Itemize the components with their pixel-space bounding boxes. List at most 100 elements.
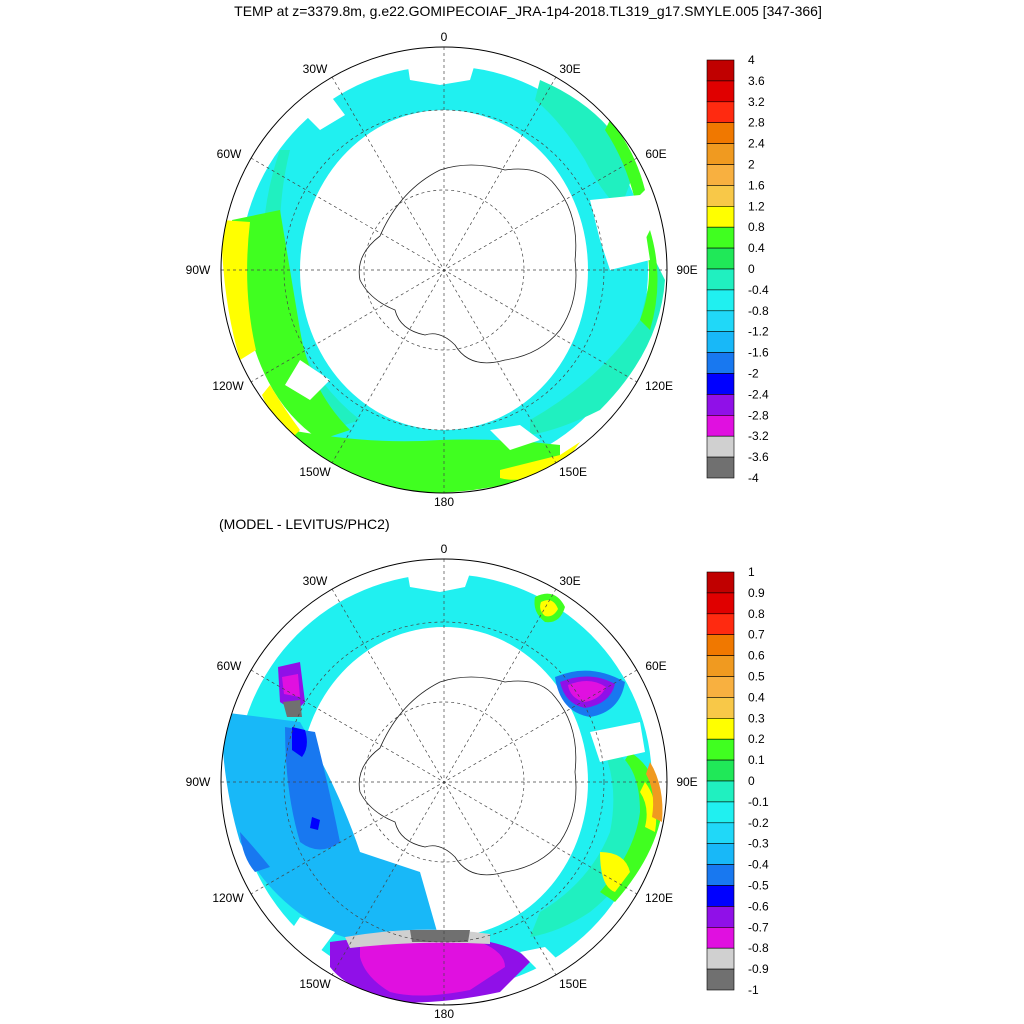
lon-label-150e: 150E bbox=[559, 977, 587, 991]
bottom-colorbar-label: -0.1 bbox=[748, 795, 769, 809]
lon-label-0: 0 bbox=[441, 30, 448, 44]
bottom-colorbar-box bbox=[706, 676, 735, 698]
lon-label-150w: 150W bbox=[299, 977, 331, 991]
top-colorbar-label: -0.8 bbox=[748, 304, 769, 318]
bottom-colorbar-label: 0.8 bbox=[748, 607, 765, 621]
bottom-lon-labels: 0 30E 60E 90E 120E 150E 180 150W 120W 90… bbox=[186, 542, 698, 1021]
bottom-colorbar-box bbox=[706, 613, 735, 636]
bottom-colorbar-label: 0.7 bbox=[748, 628, 765, 642]
lon-label-180: 180 bbox=[434, 495, 454, 509]
lon-label-30w: 30W bbox=[303, 62, 328, 76]
top-colorbar-box bbox=[706, 310, 735, 332]
lon-label-90w: 90W bbox=[186, 775, 211, 789]
bottom-colorbar-label: 0.1 bbox=[748, 753, 765, 767]
lon-label-150w: 150W bbox=[299, 465, 331, 479]
top-map-field bbox=[221, 47, 667, 493]
bottom-colorbar-box bbox=[706, 718, 735, 740]
top-colorbar-label: 3.6 bbox=[748, 74, 765, 88]
top-colorbar-label: -1.2 bbox=[748, 325, 769, 339]
difference-subtitle: (MODEL - LEVITUS/PHC2) bbox=[219, 516, 390, 532]
top-colorbar-label: 2.8 bbox=[748, 116, 765, 130]
bottom-colorbar-box bbox=[706, 947, 735, 970]
bottom-field-darkgray-south bbox=[410, 930, 470, 942]
lon-label-60e: 60E bbox=[645, 659, 666, 673]
bottom-colorbar-label: 0.5 bbox=[748, 670, 765, 684]
top-colorbar-label: 4 bbox=[748, 53, 755, 67]
top-colorbar-box bbox=[706, 289, 735, 312]
bottom-colorbar-box bbox=[706, 592, 735, 615]
bottom-field-blue-west bbox=[240, 727, 340, 872]
top-graticule bbox=[221, 47, 667, 493]
top-colorbar-label: 2 bbox=[748, 158, 755, 172]
bottom-colorbar-label: -0.7 bbox=[748, 920, 769, 934]
top-colorbar-label: 0.4 bbox=[748, 241, 765, 255]
top-colorbar-label: -2.8 bbox=[748, 408, 769, 422]
lon-label-150e: 150E bbox=[559, 465, 587, 479]
bottom-colorbar-label: -0.5 bbox=[748, 879, 769, 893]
bottom-graticule bbox=[221, 559, 667, 1005]
lon-label-90e: 90E bbox=[676, 775, 697, 789]
antarctica-bottom bbox=[358, 676, 577, 876]
top-colorbar-label: 2.4 bbox=[748, 137, 765, 151]
top-colorbar-box bbox=[706, 414, 735, 437]
lon-label-90e: 90E bbox=[676, 263, 697, 277]
lon-label-30e: 30E bbox=[559, 574, 580, 588]
antarctica-top bbox=[358, 164, 577, 364]
bottom-colorbar-label: 1 bbox=[748, 565, 755, 579]
top-field-green-west bbox=[232, 210, 350, 440]
top-colorbar: 4 3.6 3.2 2.8 2.4 2 1.6 1.2 0.8 0.4 0 -0.4 -0.8 -1.2 -… bbox=[706, 53, 769, 485]
top-colorbar-label: -0.4 bbox=[748, 283, 769, 297]
top-colorbar-box bbox=[706, 331, 735, 353]
lon-label-30e: 30E bbox=[559, 62, 580, 76]
top-map-boundary bbox=[220, 46, 668, 494]
bottom-map-boundary bbox=[220, 558, 668, 1006]
bottom-colorbar-box bbox=[706, 801, 735, 824]
bottom-colorbar-box bbox=[706, 843, 735, 865]
bottom-colorbar-box bbox=[706, 655, 735, 677]
bottom-field-magenta-south bbox=[360, 939, 505, 996]
bottom-colorbar-label: -0.9 bbox=[748, 962, 769, 976]
lon-label-120e: 120E bbox=[645, 891, 673, 905]
top-colorbar-box bbox=[706, 80, 735, 103]
bottom-colorbar-label: 0 bbox=[748, 774, 755, 788]
top-colorbar-box bbox=[706, 143, 735, 165]
bottom-field-orange-east bbox=[646, 762, 663, 822]
top-colorbar-box bbox=[706, 206, 735, 228]
top-colorbar-box bbox=[706, 122, 735, 144]
bottom-colorbar-label: -0.4 bbox=[748, 858, 769, 872]
lon-label-120w: 120W bbox=[212, 891, 244, 905]
top-colorbar-box bbox=[706, 101, 735, 124]
bottom-colorbar-box bbox=[706, 697, 735, 719]
top-colorbar-label: -1.6 bbox=[748, 346, 769, 360]
bottom-colorbar-box bbox=[706, 759, 735, 782]
top-colorbar-box bbox=[706, 185, 735, 207]
top-colorbar-box bbox=[706, 59, 735, 82]
top-colorbar-box bbox=[706, 226, 735, 249]
bottom-field-gray-west bbox=[283, 700, 302, 717]
top-colorbar-label: 1.6 bbox=[748, 178, 765, 192]
bottom-colorbar-box bbox=[706, 822, 735, 844]
top-colorbar-label: -2.4 bbox=[748, 387, 769, 401]
bottom-field-teal-east bbox=[530, 742, 652, 937]
bottom-colorbar-label: 0.4 bbox=[748, 690, 765, 704]
top-field-green-east bbox=[605, 120, 658, 330]
lon-label-120w: 120W bbox=[212, 379, 244, 393]
top-lon-labels: 0 30E 60E 90E 120E 150E 180 150W 120W 90… bbox=[186, 30, 698, 509]
bottom-field-magenta-east bbox=[568, 680, 606, 702]
top-colorbar-box bbox=[706, 247, 735, 270]
top-colorbar-label: 0 bbox=[748, 262, 755, 276]
lon-label-30w: 30W bbox=[303, 574, 328, 588]
bottom-colorbar-label: -0.3 bbox=[748, 837, 769, 851]
bottom-colorbar-box bbox=[706, 885, 735, 907]
top-colorbar-box bbox=[706, 373, 735, 395]
top-colorbar-label: -2 bbox=[748, 367, 759, 381]
top-colorbar-label: -4 bbox=[748, 471, 759, 485]
top-colorbar-label: 1.2 bbox=[748, 199, 765, 213]
bottom-field-magenta-west bbox=[282, 674, 300, 697]
top-colorbar-box bbox=[706, 394, 735, 416]
lon-label-180: 180 bbox=[434, 1007, 454, 1021]
bottom-colorbar-box bbox=[706, 571, 735, 594]
bottom-colorbar-label: -0.8 bbox=[748, 941, 769, 955]
bottom-colorbar-box bbox=[706, 906, 735, 928]
lon-label-60w: 60W bbox=[217, 147, 242, 161]
